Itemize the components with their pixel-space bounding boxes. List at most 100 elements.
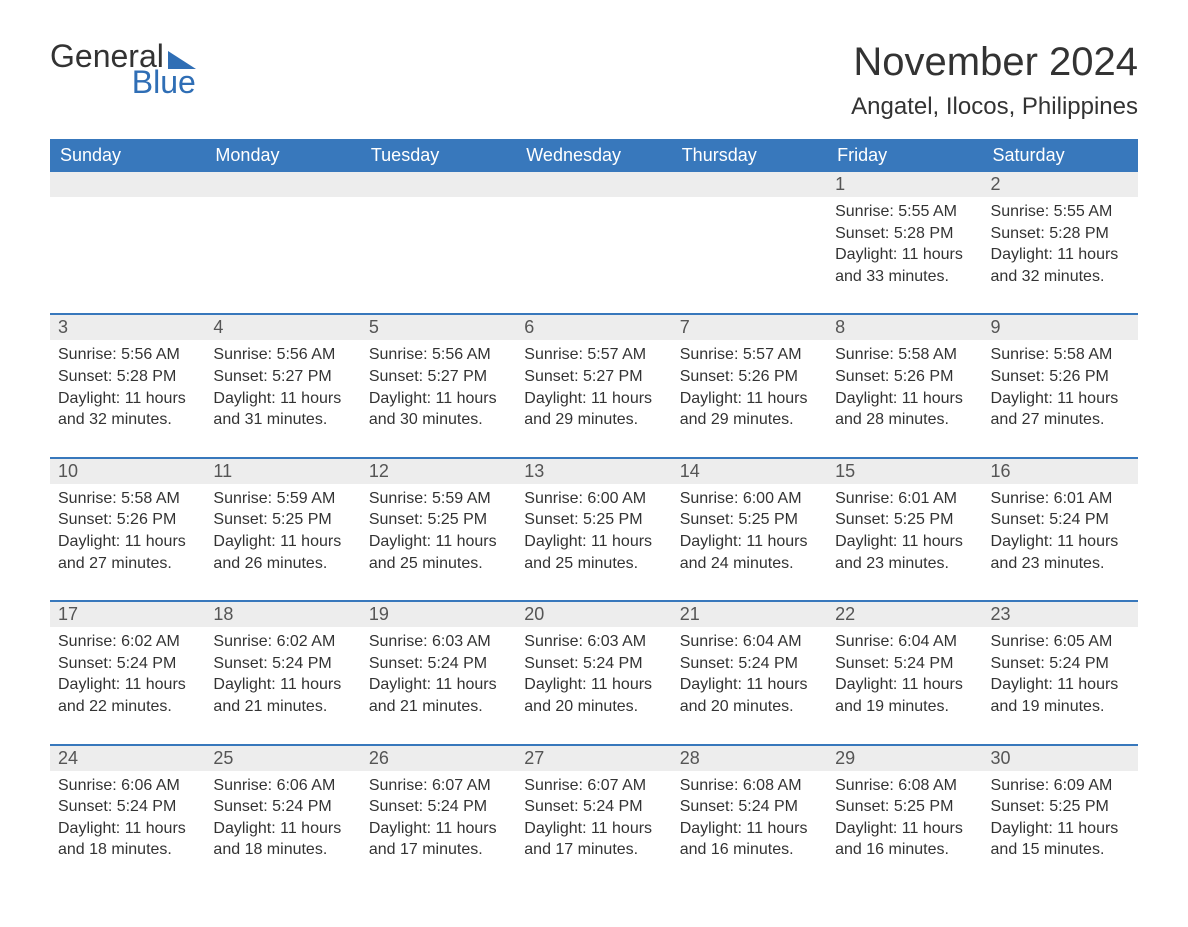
day-number: 21 — [672, 602, 827, 627]
day-cell: 13Sunrise: 6:00 AMSunset: 5:25 PMDayligh… — [516, 457, 671, 600]
sunrise-line: Sunrise: 5:55 AM — [835, 201, 974, 223]
day-cell: 15Sunrise: 6:01 AMSunset: 5:25 PMDayligh… — [827, 457, 982, 600]
day-cell: 11Sunrise: 5:59 AMSunset: 5:25 PMDayligh… — [205, 457, 360, 600]
day-number: 10 — [50, 459, 205, 484]
daylight-line: Daylight: 11 hours and 29 minutes. — [680, 388, 819, 431]
sunrise-line: Sunrise: 5:59 AM — [369, 488, 508, 510]
day-number: 26 — [361, 746, 516, 771]
empty-day-bar — [205, 172, 360, 197]
sunrise-line: Sunrise: 6:08 AM — [835, 775, 974, 797]
sunrise-line: Sunrise: 6:06 AM — [213, 775, 352, 797]
day-details: Sunrise: 5:57 AMSunset: 5:26 PMDaylight:… — [672, 340, 827, 430]
day-details: Sunrise: 5:55 AMSunset: 5:28 PMDaylight:… — [983, 197, 1138, 287]
day-cell: 30Sunrise: 6:09 AMSunset: 5:25 PMDayligh… — [983, 744, 1138, 887]
brand-word-2: Blue — [132, 66, 196, 98]
daylight-line: Daylight: 11 hours and 23 minutes. — [835, 531, 974, 574]
day-details: Sunrise: 6:07 AMSunset: 5:24 PMDaylight:… — [516, 771, 671, 861]
daylight-line: Daylight: 11 hours and 32 minutes. — [58, 388, 197, 431]
sunset-line: Sunset: 5:27 PM — [213, 366, 352, 388]
sunrise-line: Sunrise: 5:55 AM — [991, 201, 1130, 223]
sunrise-line: Sunrise: 6:00 AM — [524, 488, 663, 510]
week-row: 3Sunrise: 5:56 AMSunset: 5:28 PMDaylight… — [50, 313, 1138, 456]
day-details: Sunrise: 6:03 AMSunset: 5:24 PMDaylight:… — [516, 627, 671, 717]
empty-day-bar — [672, 172, 827, 197]
day-details: Sunrise: 6:08 AMSunset: 5:25 PMDaylight:… — [827, 771, 982, 861]
sunset-line: Sunset: 5:24 PM — [835, 653, 974, 675]
week-row: 17Sunrise: 6:02 AMSunset: 5:24 PMDayligh… — [50, 600, 1138, 743]
calendar-table: SundayMondayTuesdayWednesdayThursdayFrid… — [50, 139, 1138, 887]
daylight-line: Daylight: 11 hours and 19 minutes. — [835, 674, 974, 717]
day-number: 27 — [516, 746, 671, 771]
day-number: 17 — [50, 602, 205, 627]
day-number: 23 — [983, 602, 1138, 627]
sunset-line: Sunset: 5:24 PM — [524, 796, 663, 818]
day-details: Sunrise: 6:01 AMSunset: 5:25 PMDaylight:… — [827, 484, 982, 574]
sunrise-line: Sunrise: 5:58 AM — [58, 488, 197, 510]
day-cell: 4Sunrise: 5:56 AMSunset: 5:27 PMDaylight… — [205, 313, 360, 456]
day-details: Sunrise: 6:01 AMSunset: 5:24 PMDaylight:… — [983, 484, 1138, 574]
day-details: Sunrise: 6:05 AMSunset: 5:24 PMDaylight:… — [983, 627, 1138, 717]
sunrise-line: Sunrise: 5:57 AM — [680, 344, 819, 366]
sunset-line: Sunset: 5:24 PM — [680, 653, 819, 675]
sunset-line: Sunset: 5:25 PM — [524, 509, 663, 531]
day-cell: 19Sunrise: 6:03 AMSunset: 5:24 PMDayligh… — [361, 600, 516, 743]
sunrise-line: Sunrise: 6:01 AM — [991, 488, 1130, 510]
day-cell: 28Sunrise: 6:08 AMSunset: 5:24 PMDayligh… — [672, 744, 827, 887]
day-number: 22 — [827, 602, 982, 627]
daylight-line: Daylight: 11 hours and 24 minutes. — [680, 531, 819, 574]
sunset-line: Sunset: 5:24 PM — [369, 796, 508, 818]
day-details: Sunrise: 5:58 AMSunset: 5:26 PMDaylight:… — [983, 340, 1138, 430]
sunrise-line: Sunrise: 6:05 AM — [991, 631, 1130, 653]
sunrise-line: Sunrise: 6:04 AM — [680, 631, 819, 653]
sunrise-line: Sunrise: 6:03 AM — [369, 631, 508, 653]
day-details: Sunrise: 5:57 AMSunset: 5:27 PMDaylight:… — [516, 340, 671, 430]
day-details: Sunrise: 5:55 AMSunset: 5:28 PMDaylight:… — [827, 197, 982, 287]
daylight-line: Daylight: 11 hours and 26 minutes. — [213, 531, 352, 574]
day-cell: 7Sunrise: 5:57 AMSunset: 5:26 PMDaylight… — [672, 313, 827, 456]
day-number: 11 — [205, 459, 360, 484]
day-cell: 26Sunrise: 6:07 AMSunset: 5:24 PMDayligh… — [361, 744, 516, 887]
weekday-header: Friday — [827, 139, 982, 172]
sunset-line: Sunset: 5:24 PM — [369, 653, 508, 675]
day-details: Sunrise: 6:03 AMSunset: 5:24 PMDaylight:… — [361, 627, 516, 717]
day-details: Sunrise: 5:56 AMSunset: 5:27 PMDaylight:… — [205, 340, 360, 430]
daylight-line: Daylight: 11 hours and 17 minutes. — [524, 818, 663, 861]
daylight-line: Daylight: 11 hours and 21 minutes. — [369, 674, 508, 717]
day-details: Sunrise: 6:04 AMSunset: 5:24 PMDaylight:… — [827, 627, 982, 717]
daylight-line: Daylight: 11 hours and 20 minutes. — [680, 674, 819, 717]
day-cell: 14Sunrise: 6:00 AMSunset: 5:25 PMDayligh… — [672, 457, 827, 600]
day-cell: 22Sunrise: 6:04 AMSunset: 5:24 PMDayligh… — [827, 600, 982, 743]
title-block: November 2024 Angatel, Ilocos, Philippin… — [851, 40, 1138, 121]
sunrise-line: Sunrise: 6:08 AM — [680, 775, 819, 797]
day-number: 3 — [50, 315, 205, 340]
sunset-line: Sunset: 5:25 PM — [991, 796, 1130, 818]
day-number: 1 — [827, 172, 982, 197]
day-cell: 2Sunrise: 5:55 AMSunset: 5:28 PMDaylight… — [983, 172, 1138, 313]
day-number: 18 — [205, 602, 360, 627]
day-cell: 23Sunrise: 6:05 AMSunset: 5:24 PMDayligh… — [983, 600, 1138, 743]
day-number: 25 — [205, 746, 360, 771]
day-cell: 3Sunrise: 5:56 AMSunset: 5:28 PMDaylight… — [50, 313, 205, 456]
day-details: Sunrise: 5:58 AMSunset: 5:26 PMDaylight:… — [827, 340, 982, 430]
sunrise-line: Sunrise: 6:02 AM — [213, 631, 352, 653]
empty-day-bar — [516, 172, 671, 197]
sunset-line: Sunset: 5:25 PM — [369, 509, 508, 531]
day-cell: 12Sunrise: 5:59 AMSunset: 5:25 PMDayligh… — [361, 457, 516, 600]
sunrise-line: Sunrise: 5:56 AM — [369, 344, 508, 366]
week-row: 1Sunrise: 5:55 AMSunset: 5:28 PMDaylight… — [50, 172, 1138, 313]
day-details: Sunrise: 5:59 AMSunset: 5:25 PMDaylight:… — [205, 484, 360, 574]
brand-triangle-icon — [168, 51, 196, 69]
day-details: Sunrise: 5:56 AMSunset: 5:28 PMDaylight:… — [50, 340, 205, 430]
empty-cell — [516, 172, 671, 313]
sunrise-line: Sunrise: 6:07 AM — [369, 775, 508, 797]
day-cell: 20Sunrise: 6:03 AMSunset: 5:24 PMDayligh… — [516, 600, 671, 743]
sunset-line: Sunset: 5:28 PM — [835, 223, 974, 245]
sunset-line: Sunset: 5:26 PM — [991, 366, 1130, 388]
location-subtitle: Angatel, Ilocos, Philippines — [851, 93, 1138, 121]
empty-cell — [205, 172, 360, 313]
day-details: Sunrise: 6:09 AMSunset: 5:25 PMDaylight:… — [983, 771, 1138, 861]
weekday-header-row: SundayMondayTuesdayWednesdayThursdayFrid… — [50, 139, 1138, 172]
day-details: Sunrise: 6:00 AMSunset: 5:25 PMDaylight:… — [516, 484, 671, 574]
empty-cell — [50, 172, 205, 313]
day-number: 19 — [361, 602, 516, 627]
